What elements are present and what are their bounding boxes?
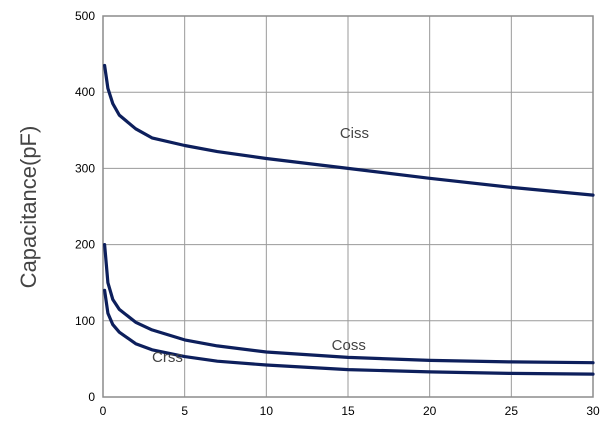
y-tick-label: 0 <box>88 390 95 404</box>
series-line-coss <box>103 243 595 365</box>
series-layer <box>103 63 595 376</box>
y-axis-label: Capacitance(pF) <box>16 126 41 289</box>
series-line-ciss <box>103 63 595 197</box>
y-tick-label: 100 <box>75 314 95 328</box>
x-tick-label: 25 <box>505 404 519 418</box>
x-tick-label: 20 <box>423 404 437 418</box>
x-tick-label: 15 <box>341 404 355 418</box>
grid-layer <box>103 16 593 397</box>
series-line-crss <box>103 288 595 376</box>
y-tick-label: 200 <box>75 238 95 252</box>
x-tick-label: 5 <box>181 404 188 418</box>
plot-frame <box>102 15 594 398</box>
tick-labels: 0 100 200 300 400 500 0 5 10 15 20 25 30 <box>75 9 600 418</box>
series-label-ciss: Ciss <box>340 125 369 142</box>
y-tick-label: 400 <box>75 85 95 99</box>
x-tick-label: 30 <box>586 404 600 418</box>
series-label-coss: Coss <box>332 337 366 354</box>
series-annotations: Ciss Coss Crss <box>152 125 369 366</box>
series-label-crss: Crss <box>152 349 183 366</box>
x-tick-label: 0 <box>100 404 107 418</box>
x-tick-label: 10 <box>260 404 274 418</box>
y-tick-label: 300 <box>75 161 95 175</box>
y-tick-label: 500 <box>75 9 95 23</box>
